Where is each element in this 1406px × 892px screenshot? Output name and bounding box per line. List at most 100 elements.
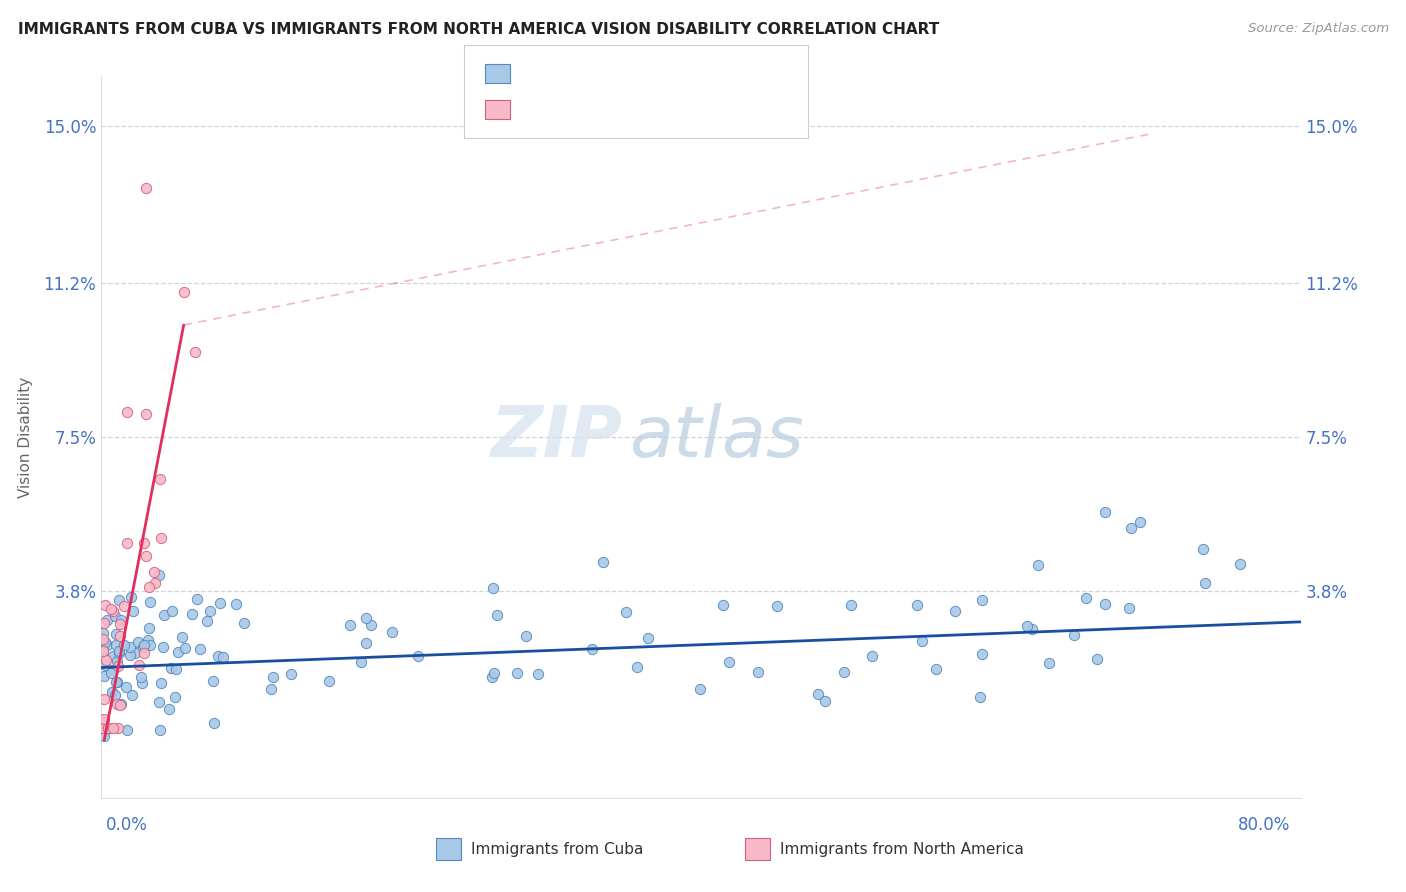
Point bbox=[354, 636, 377, 650]
Point bbox=[94, 598, 117, 612]
Point bbox=[136, 633, 159, 648]
Point bbox=[1063, 628, 1085, 642]
Point bbox=[807, 687, 830, 701]
Point bbox=[105, 654, 128, 668]
Point bbox=[160, 604, 183, 618]
Point bbox=[408, 649, 430, 664]
Point bbox=[103, 649, 125, 664]
Point bbox=[120, 590, 142, 604]
Point bbox=[1026, 558, 1049, 572]
Point bbox=[135, 549, 157, 563]
Point bbox=[1229, 557, 1251, 571]
Point bbox=[911, 634, 934, 648]
Point bbox=[1094, 505, 1116, 519]
Point bbox=[93, 712, 115, 726]
Point bbox=[108, 644, 131, 658]
Point bbox=[160, 661, 183, 675]
Point bbox=[91, 715, 114, 730]
Point bbox=[112, 599, 135, 613]
Point bbox=[121, 688, 143, 702]
Point bbox=[93, 669, 115, 683]
Point bbox=[195, 614, 218, 628]
Point bbox=[93, 729, 115, 743]
Point bbox=[527, 667, 550, 681]
Point bbox=[138, 580, 160, 594]
Point bbox=[138, 621, 160, 635]
Point bbox=[91, 643, 114, 657]
Point bbox=[143, 576, 166, 591]
Point bbox=[339, 618, 361, 632]
Point bbox=[127, 634, 149, 648]
Point bbox=[181, 607, 204, 621]
Point bbox=[131, 676, 153, 690]
Point bbox=[905, 599, 928, 613]
Point bbox=[814, 694, 837, 708]
Text: 38: 38 bbox=[679, 100, 707, 114]
Point bbox=[100, 666, 122, 681]
Text: R =: R = bbox=[520, 64, 555, 78]
Point bbox=[718, 655, 741, 669]
Text: R =: R = bbox=[520, 100, 555, 114]
Point bbox=[482, 581, 505, 595]
Point bbox=[318, 674, 340, 689]
Point bbox=[100, 602, 122, 616]
Text: 0.0%: 0.0% bbox=[105, 816, 148, 834]
Point bbox=[173, 285, 195, 299]
Point bbox=[1017, 618, 1039, 632]
Point bbox=[614, 605, 637, 619]
Point bbox=[135, 181, 157, 195]
Point bbox=[233, 615, 256, 630]
Point bbox=[115, 723, 138, 737]
Point bbox=[108, 592, 131, 607]
Point bbox=[104, 627, 127, 641]
Point bbox=[139, 638, 162, 652]
Text: IMMIGRANTS FROM CUBA VS IMMIGRANTS FROM NORTH AMERICA VISION DISABILITY CORRELAT: IMMIGRANTS FROM CUBA VS IMMIGRANTS FROM … bbox=[18, 22, 939, 37]
Point bbox=[132, 640, 155, 654]
Text: 0.125: 0.125 bbox=[562, 64, 613, 78]
Point bbox=[188, 641, 211, 656]
Point bbox=[107, 646, 129, 660]
Point bbox=[134, 536, 156, 550]
Point bbox=[91, 632, 114, 647]
Point bbox=[108, 617, 131, 632]
Point bbox=[165, 662, 187, 676]
Point bbox=[1021, 622, 1043, 636]
Point bbox=[101, 604, 124, 618]
Point bbox=[108, 629, 131, 643]
Point bbox=[135, 407, 157, 421]
Point bbox=[129, 670, 152, 684]
Point bbox=[108, 698, 131, 712]
Point bbox=[834, 665, 856, 680]
Point bbox=[260, 681, 283, 696]
Point bbox=[148, 568, 170, 582]
Point bbox=[943, 604, 966, 618]
Point bbox=[96, 653, 118, 667]
Point bbox=[128, 658, 150, 673]
Point bbox=[183, 344, 205, 359]
Point bbox=[839, 599, 862, 613]
Point bbox=[225, 597, 247, 611]
Point bbox=[262, 670, 284, 684]
Point bbox=[124, 646, 146, 660]
Text: 80.0%: 80.0% bbox=[1239, 816, 1291, 834]
Point bbox=[506, 666, 529, 681]
Point bbox=[201, 673, 224, 688]
Point bbox=[118, 640, 141, 654]
Text: 123: 123 bbox=[679, 64, 713, 78]
Point bbox=[112, 638, 135, 652]
Point bbox=[93, 616, 115, 631]
Point bbox=[969, 690, 991, 705]
Point bbox=[149, 472, 172, 486]
Point bbox=[198, 604, 221, 618]
Point bbox=[110, 613, 132, 627]
Point bbox=[1038, 657, 1060, 671]
Point bbox=[202, 715, 225, 730]
Point bbox=[925, 662, 948, 676]
Point bbox=[1094, 597, 1116, 611]
Point bbox=[637, 632, 659, 646]
Point bbox=[118, 648, 141, 663]
Point bbox=[115, 681, 138, 695]
Point bbox=[101, 663, 124, 677]
Point bbox=[93, 721, 115, 735]
Point bbox=[972, 593, 994, 607]
